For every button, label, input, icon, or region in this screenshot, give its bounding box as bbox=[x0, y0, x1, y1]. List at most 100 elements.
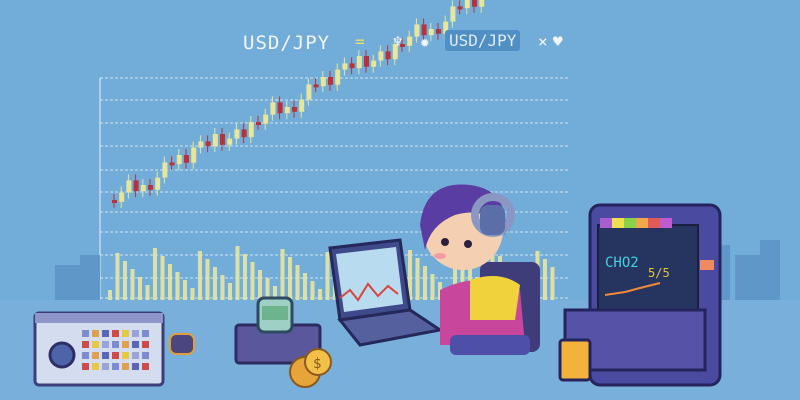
panel-key bbox=[92, 352, 99, 359]
volume-bar bbox=[228, 283, 232, 300]
candle bbox=[162, 162, 168, 178]
volume-bar bbox=[153, 248, 157, 300]
panel-key bbox=[132, 363, 139, 370]
router bbox=[234, 296, 322, 365]
candle bbox=[241, 129, 247, 138]
candle bbox=[392, 44, 398, 60]
volume-bar bbox=[160, 256, 165, 300]
panel-key bbox=[82, 363, 89, 370]
panel-key bbox=[122, 352, 129, 359]
coins: $ bbox=[289, 348, 332, 388]
volume-bar bbox=[138, 277, 142, 300]
candle bbox=[112, 200, 117, 203]
panel-key bbox=[142, 330, 149, 337]
panel-key bbox=[142, 352, 149, 359]
candle bbox=[428, 29, 434, 36]
candle bbox=[220, 134, 225, 145]
panel-key bbox=[102, 363, 109, 370]
candle bbox=[400, 44, 405, 47]
candle bbox=[119, 192, 125, 202]
volume-bar bbox=[258, 270, 262, 300]
candle bbox=[148, 185, 153, 190]
panel-key bbox=[132, 341, 139, 348]
candle bbox=[364, 56, 369, 67]
building bbox=[55, 265, 80, 300]
candle bbox=[270, 102, 276, 115]
candle bbox=[176, 155, 182, 165]
close-icon: × bbox=[538, 32, 548, 51]
candlesticks bbox=[112, 0, 485, 208]
panel-key bbox=[92, 341, 99, 348]
panel-key bbox=[82, 330, 89, 337]
volume-bar bbox=[303, 273, 307, 300]
arcade-screen-text: CHO2 bbox=[605, 255, 639, 271]
pair-badge: USD/JPY bbox=[445, 30, 521, 51]
panel-key bbox=[122, 330, 129, 337]
volume-bar bbox=[325, 252, 330, 300]
building bbox=[735, 255, 760, 300]
volume-bar bbox=[280, 249, 285, 300]
panel-key bbox=[132, 352, 139, 359]
equals-icon: = bbox=[355, 32, 365, 51]
volume-bar bbox=[273, 286, 277, 300]
candle bbox=[335, 69, 341, 85]
candle bbox=[414, 24, 420, 37]
candle bbox=[342, 63, 348, 70]
candle bbox=[155, 177, 161, 190]
candle bbox=[378, 51, 384, 61]
candle bbox=[205, 141, 211, 147]
volume-bar bbox=[243, 254, 247, 300]
volume-bar bbox=[175, 272, 180, 300]
panel-key bbox=[142, 363, 149, 370]
candle bbox=[385, 51, 391, 60]
volume-bar bbox=[310, 281, 315, 300]
candle bbox=[436, 29, 441, 34]
volume-bar bbox=[415, 258, 420, 300]
candle bbox=[248, 122, 254, 138]
candle bbox=[421, 24, 427, 36]
panel-key bbox=[92, 363, 99, 370]
volume-bar bbox=[115, 253, 120, 300]
svg-text:$: $ bbox=[313, 356, 321, 372]
candle bbox=[457, 6, 463, 10]
candle bbox=[349, 63, 355, 69]
volume-bar bbox=[408, 250, 412, 300]
candle bbox=[133, 180, 139, 192]
candle bbox=[464, 0, 470, 9]
volume-bar bbox=[220, 275, 225, 300]
candle bbox=[472, 0, 477, 7]
building bbox=[760, 240, 780, 300]
candle bbox=[284, 107, 290, 114]
kid-character bbox=[420, 184, 540, 355]
panel-key bbox=[82, 352, 89, 359]
candle bbox=[234, 129, 240, 139]
panel-key bbox=[112, 363, 119, 370]
panel-key bbox=[122, 363, 129, 370]
volume-bar bbox=[423, 266, 427, 300]
volume-bar bbox=[145, 285, 150, 300]
volume-bar bbox=[168, 264, 172, 300]
candle bbox=[227, 138, 233, 145]
candle bbox=[299, 99, 305, 112]
candle bbox=[126, 180, 132, 193]
volume-bar bbox=[430, 274, 435, 300]
heart-icon: ♥ bbox=[553, 32, 563, 51]
panel-key bbox=[102, 352, 109, 359]
volume-bar bbox=[190, 288, 195, 300]
candle bbox=[443, 21, 449, 34]
plant-icon: ♆ bbox=[393, 32, 403, 51]
candle bbox=[292, 107, 297, 112]
volume-bar bbox=[108, 290, 112, 300]
candle bbox=[277, 102, 283, 114]
panel-key bbox=[112, 341, 119, 348]
panel-key bbox=[122, 341, 129, 348]
volume-bar bbox=[318, 289, 322, 300]
gear-icon: ✹ bbox=[420, 32, 430, 51]
panel-key bbox=[112, 352, 119, 359]
candle bbox=[191, 147, 197, 163]
volume-bar bbox=[265, 278, 270, 300]
candle bbox=[407, 36, 413, 46]
candle bbox=[320, 77, 326, 87]
volume-bar bbox=[123, 261, 127, 300]
